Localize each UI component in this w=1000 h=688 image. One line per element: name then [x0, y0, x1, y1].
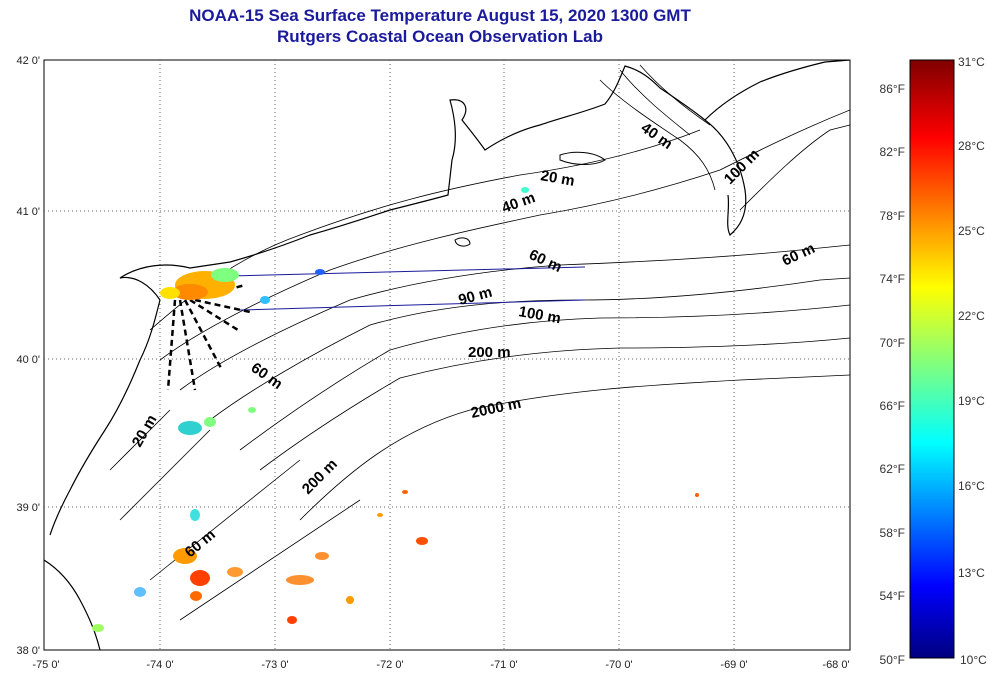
transect-lines	[229, 266, 586, 311]
colorbar-f-label: 62°F	[880, 462, 905, 476]
colorbar-f-label: 70°F	[880, 336, 905, 350]
lat-label: 38 0'	[16, 645, 40, 657]
sst-patches	[92, 187, 699, 632]
lat-label: 41 0'	[16, 206, 40, 218]
coastline-delmarva	[44, 559, 101, 650]
colorbar-f-label: 54°F	[880, 589, 905, 603]
colorbar-c-label: 25°C	[958, 224, 985, 238]
lon-label: -72 0'	[376, 659, 403, 671]
colorbar-c-label: 13°C	[958, 566, 985, 580]
coastline-north	[119, 60, 850, 301]
lon-label: -74 0'	[146, 659, 173, 671]
colorbar-c-label: 10°C	[960, 653, 987, 667]
lon-label: -68 0'	[822, 659, 849, 671]
coastline-new-jersey	[49, 299, 161, 536]
map-frame	[43, 59, 851, 651]
colorbar-c-label: 28°C	[958, 139, 985, 153]
lat-label: 40 0'	[16, 354, 40, 366]
lon-label: -70 0'	[605, 659, 632, 671]
lon-label: -69 0'	[720, 659, 747, 671]
lat-label: 42 0'	[16, 55, 40, 67]
colorbar-f-label: 74°F	[880, 272, 905, 286]
colorbar-c-label: 31°C	[958, 55, 985, 69]
colorbar-f-label: 58°F	[880, 526, 905, 540]
colorbar-f-label: 50°F	[880, 653, 905, 667]
lon-label: -71 0'	[490, 659, 517, 671]
colorbar	[909, 59, 955, 659]
map-title: NOAA-15 Sea Surface Temperature August 1…	[189, 6, 691, 25]
colorbar-c-label: 19°C	[958, 394, 985, 408]
island-block	[454, 237, 471, 247]
colorbar-f-label: 78°F	[880, 209, 905, 223]
colorbar-f-label: 82°F	[880, 145, 905, 159]
island-marthas-vineyard	[559, 151, 606, 165]
depth-label: 20 m	[539, 167, 576, 190]
lat-label: 39 0'	[16, 502, 40, 514]
colorbar-c-label: 22°C	[958, 309, 985, 323]
depth-label: 200 m	[468, 344, 511, 361]
colorbar-f-label: 66°F	[880, 399, 905, 413]
lon-label: -73 0'	[261, 659, 288, 671]
coastline-cape-cod	[704, 119, 747, 236]
colorbar-c-label: 16°C	[958, 479, 985, 493]
map-subtitle: Rutgers Coastal Ocean Observation Lab	[277, 27, 603, 46]
colorbar-f-label: 86°F	[880, 82, 905, 96]
lon-label: -75 0'	[32, 659, 59, 671]
